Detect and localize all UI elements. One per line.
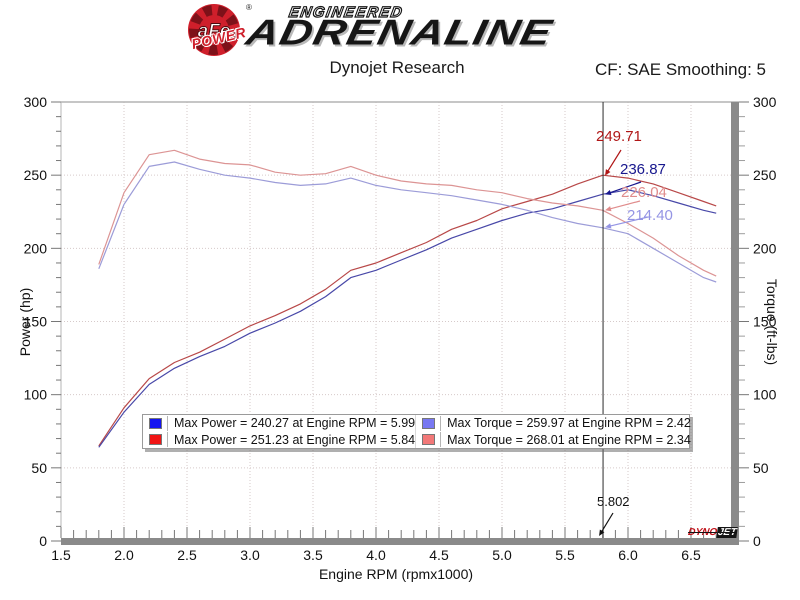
curve-power-run-1-red- — [98, 174, 717, 447]
salmon-torque-swatch-icon — [421, 434, 435, 446]
svg-text:300: 300 — [24, 94, 48, 110]
svg-text:150: 150 — [753, 314, 777, 330]
callout-power-blue-value: 236.87 — [620, 161, 666, 178]
svg-text:3.5: 3.5 — [303, 547, 323, 563]
afe-logo-text: aFe — [198, 21, 231, 42]
legend-entry-torque-red: Max Torque = 268.01 at Engine RPM = 2.34 — [416, 432, 691, 448]
svg-text:3.0: 3.0 — [240, 547, 260, 563]
svg-text:300: 300 — [753, 94, 777, 110]
svg-text:50: 50 — [753, 460, 769, 476]
swatch-cell — [143, 432, 168, 448]
legend-entry-torque-blue: Max Torque = 259.97 at Engine RPM = 2.42 — [416, 415, 691, 431]
lightblue-torque-swatch-icon — [421, 417, 435, 429]
brand-header: aFe ® POWER ENGINEERED ADRENALINE — [0, 0, 800, 58]
svg-text:150: 150 — [24, 314, 48, 330]
legend-label: Max Torque = 259.97 at Engine RPM = 2.42 — [447, 416, 691, 431]
dynojet-logo: DYNOJET — [687, 527, 739, 538]
callout-torque-lightblue-value: 214.40 — [627, 207, 673, 224]
legend-torque-column: Max Torque = 259.97 at Engine RPM = 2.42… — [415, 415, 691, 448]
svg-text:50: 50 — [31, 460, 47, 476]
svg-text:250: 250 — [24, 167, 48, 183]
blue-power-swatch-icon — [148, 417, 162, 429]
svg-text:200: 200 — [24, 240, 48, 256]
svg-text:100: 100 — [24, 387, 48, 403]
svg-text:6.5: 6.5 — [681, 547, 701, 563]
chart-title: Dynojet Research — [329, 58, 465, 77]
legend-label: Max Torque = 268.01 at Engine RPM = 2.34 — [447, 432, 691, 447]
smoothing-label: CF: SAE Smoothing: 5 — [594, 60, 766, 79]
svg-text:2.0: 2.0 — [114, 547, 134, 563]
svg-text:2.5: 2.5 — [177, 547, 197, 563]
svg-text:5.5: 5.5 — [555, 547, 575, 563]
curve-torque-run-2-light-blue- — [98, 161, 717, 283]
swatch-cell — [416, 432, 442, 448]
svg-text:0: 0 — [39, 533, 47, 549]
brand-adrenaline-text: ADRENALINE — [242, 13, 556, 53]
swatch-cell — [416, 415, 442, 431]
svg-text:5.0: 5.0 — [492, 547, 512, 563]
afe-power-logo-icon: aFe — [188, 4, 240, 56]
dynojet-logo-dyno: DYNO — [687, 527, 718, 538]
legend-label: Max Power = 240.27 at Engine RPM = 5.99 — [174, 416, 416, 431]
curve-power-run-2-blue- — [98, 189, 717, 448]
svg-text:4.0: 4.0 — [366, 547, 386, 563]
legend-power-column: Max Power = 240.27 at Engine RPM = 5.99 … — [143, 415, 415, 448]
svg-text:0: 0 — [753, 533, 761, 549]
rpm-axis-title: Engine RPM (rpmx1000) — [318, 566, 474, 582]
legend-entry-power-red: Max Power = 251.23 at Engine RPM = 5.84 — [143, 432, 416, 448]
registered-mark: ® — [246, 3, 252, 12]
legend-entry-power-blue: Max Power = 240.27 at Engine RPM = 5.99 — [143, 415, 416, 431]
legend-box: Max Power = 240.27 at Engine RPM = 5.99 … — [142, 414, 691, 449]
svg-text:1.5: 1.5 — [51, 547, 71, 563]
red-power-swatch-icon — [148, 434, 162, 446]
svg-text:100: 100 — [753, 387, 777, 403]
callout-power-red-value: 249.71 — [596, 128, 642, 145]
svg-text:4.5: 4.5 — [429, 547, 449, 563]
curve-torque-run-1-salmon- — [98, 149, 717, 277]
callout-torque-salmon-value: 226.04 — [621, 184, 667, 201]
legend-label: Max Power = 251.23 at Engine RPM = 5.84 — [174, 432, 416, 447]
swatch-cell — [143, 415, 168, 431]
cursor-rpm-label: 5.802 — [597, 494, 630, 509]
svg-text:250: 250 — [753, 167, 777, 183]
svg-text:200: 200 — [753, 240, 777, 256]
svg-text:6.0: 6.0 — [618, 547, 638, 563]
dynojet-logo-jet: JET — [716, 527, 739, 538]
